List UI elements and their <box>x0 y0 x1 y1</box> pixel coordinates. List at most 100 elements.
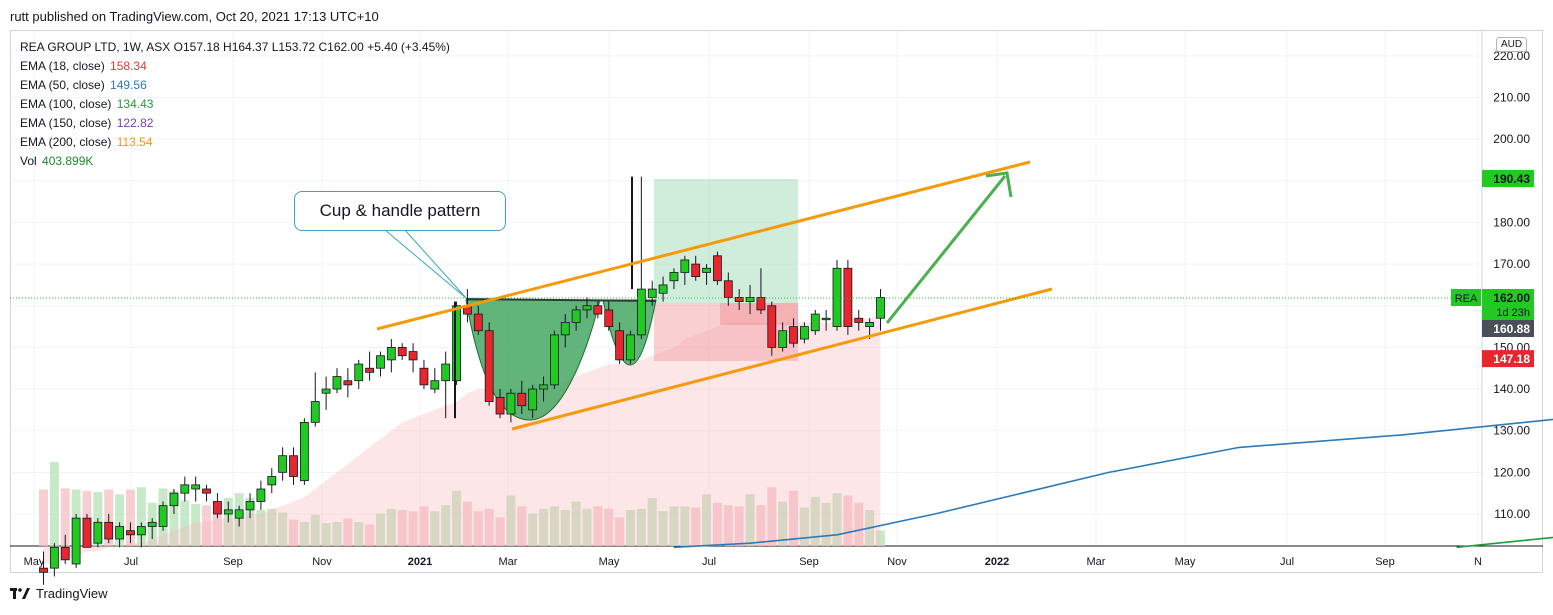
candle-body <box>49 546 59 569</box>
candle <box>821 309 831 331</box>
candle-body <box>691 263 701 277</box>
time-tick-label: Nov <box>312 556 332 568</box>
candle <box>39 551 48 585</box>
time-tick-label: Sep <box>223 556 243 568</box>
candle <box>310 372 320 427</box>
candle-body <box>495 396 505 415</box>
currency-button[interactable]: AUD <box>1496 37 1528 52</box>
candle <box>604 301 614 331</box>
volume-bar <box>441 505 451 546</box>
volume-bar <box>843 495 853 546</box>
volume-bar <box>397 510 407 546</box>
candle <box>136 522 146 548</box>
volume-bar <box>734 506 744 546</box>
candle <box>778 322 788 352</box>
volume-bar <box>115 494 125 546</box>
candle-body <box>71 517 81 565</box>
candle <box>484 322 494 406</box>
symbol-tag: REA <box>1455 293 1478 305</box>
candle-body <box>39 567 48 573</box>
candle-body <box>365 367 375 373</box>
candle-body <box>539 384 548 390</box>
candle <box>452 301 461 385</box>
chart-legend: REA GROUP LTD, 1W, ASX O157.18 H164.37 L… <box>20 38 450 171</box>
price-tick-label: 180.00 <box>1493 215 1530 229</box>
candle <box>756 268 766 315</box>
price-tick-label: 200.00 <box>1493 132 1530 146</box>
volume-bar <box>745 494 755 546</box>
candle <box>441 351 451 419</box>
volume-bar <box>549 506 559 546</box>
volume-bar <box>604 508 614 546</box>
candle <box>343 368 353 398</box>
candle-body <box>604 309 614 327</box>
ema18-legend[interactable]: EMA (18, close) 158.34 <box>20 57 450 76</box>
candle <box>93 518 103 548</box>
chart-frame[interactable] <box>10 30 1543 573</box>
volume-bar <box>136 487 146 546</box>
ema18-band <box>43 314 881 564</box>
candle-body <box>256 488 266 502</box>
candle-body <box>191 484 201 490</box>
candle <box>397 343 407 360</box>
volume-bar <box>484 508 494 546</box>
price-tick-label: 170.00 <box>1493 257 1530 271</box>
candle-body <box>126 530 135 536</box>
price-tick-label: 110.00 <box>1494 507 1530 521</box>
candle <box>789 318 798 348</box>
close-label: C <box>318 40 328 54</box>
time-tick-label: May <box>24 556 45 568</box>
volume-bar <box>278 512 288 546</box>
open-value: 157.18 <box>182 40 220 54</box>
price-tick-label: 140.00 <box>1493 382 1530 396</box>
volume-legend[interactable]: Vol 403.899K <box>20 152 450 171</box>
low-label: L <box>271 40 279 54</box>
volume-bar <box>202 505 212 546</box>
candle-body <box>636 288 646 336</box>
candle <box>582 297 592 319</box>
time-tick-label: Sep <box>1375 556 1395 568</box>
volume-bar <box>593 506 603 546</box>
ema100-legend[interactable]: EMA (100, close) 134.43 <box>20 95 450 114</box>
candle <box>158 501 168 531</box>
crosshair-price-badge-bg <box>1482 320 1534 337</box>
ema200-label: EMA (200, close) <box>20 135 112 149</box>
candle-body <box>147 521 157 527</box>
candle-body <box>93 521 103 544</box>
tradingview-logo-icon <box>10 587 30 600</box>
candle <box>647 280 657 306</box>
price-axis: 220.00210.00200.00190.00180.00170.00160.… <box>1493 49 1530 521</box>
target-price-badge: 190.43 <box>1482 170 1534 188</box>
candle-body <box>419 367 429 386</box>
volume-bar <box>212 506 222 546</box>
candle-body <box>843 267 853 327</box>
volume-bar <box>528 513 538 546</box>
high-value: 164.37 <box>231 40 269 54</box>
volume-bar <box>756 505 766 546</box>
ema50-legend[interactable]: EMA (50, close) 149.56 <box>20 76 450 95</box>
volume-bar <box>321 523 331 546</box>
time-tick-label: Nov <box>887 556 907 568</box>
candle-body <box>397 346 407 357</box>
ema150-value: 122.82 <box>116 116 154 130</box>
ema-lines <box>673 418 1553 549</box>
callout-pointer-1 <box>384 229 467 299</box>
projection-arrow-head <box>985 171 1013 198</box>
volume-bar <box>832 493 842 546</box>
candle <box>713 251 722 285</box>
candle <box>386 339 396 373</box>
candle <box>593 301 603 319</box>
candle-body <box>343 380 353 386</box>
candle <box>180 476 190 502</box>
ema50-value: 149.56 <box>110 78 147 92</box>
candle-body <box>800 326 809 340</box>
time-tick-label: Jul <box>1280 556 1294 568</box>
candle <box>419 359 429 390</box>
ema150-legend[interactable]: EMA (150, close) 122.82 <box>20 114 450 133</box>
candle-body <box>549 334 559 386</box>
ema200-legend[interactable]: EMA (200, close) 113.54 <box>20 133 450 152</box>
cup-handle-callout[interactable]: Cup & handle pattern <box>294 191 506 231</box>
ema50-label: EMA (50, close) <box>20 78 105 92</box>
candle <box>104 514 114 544</box>
